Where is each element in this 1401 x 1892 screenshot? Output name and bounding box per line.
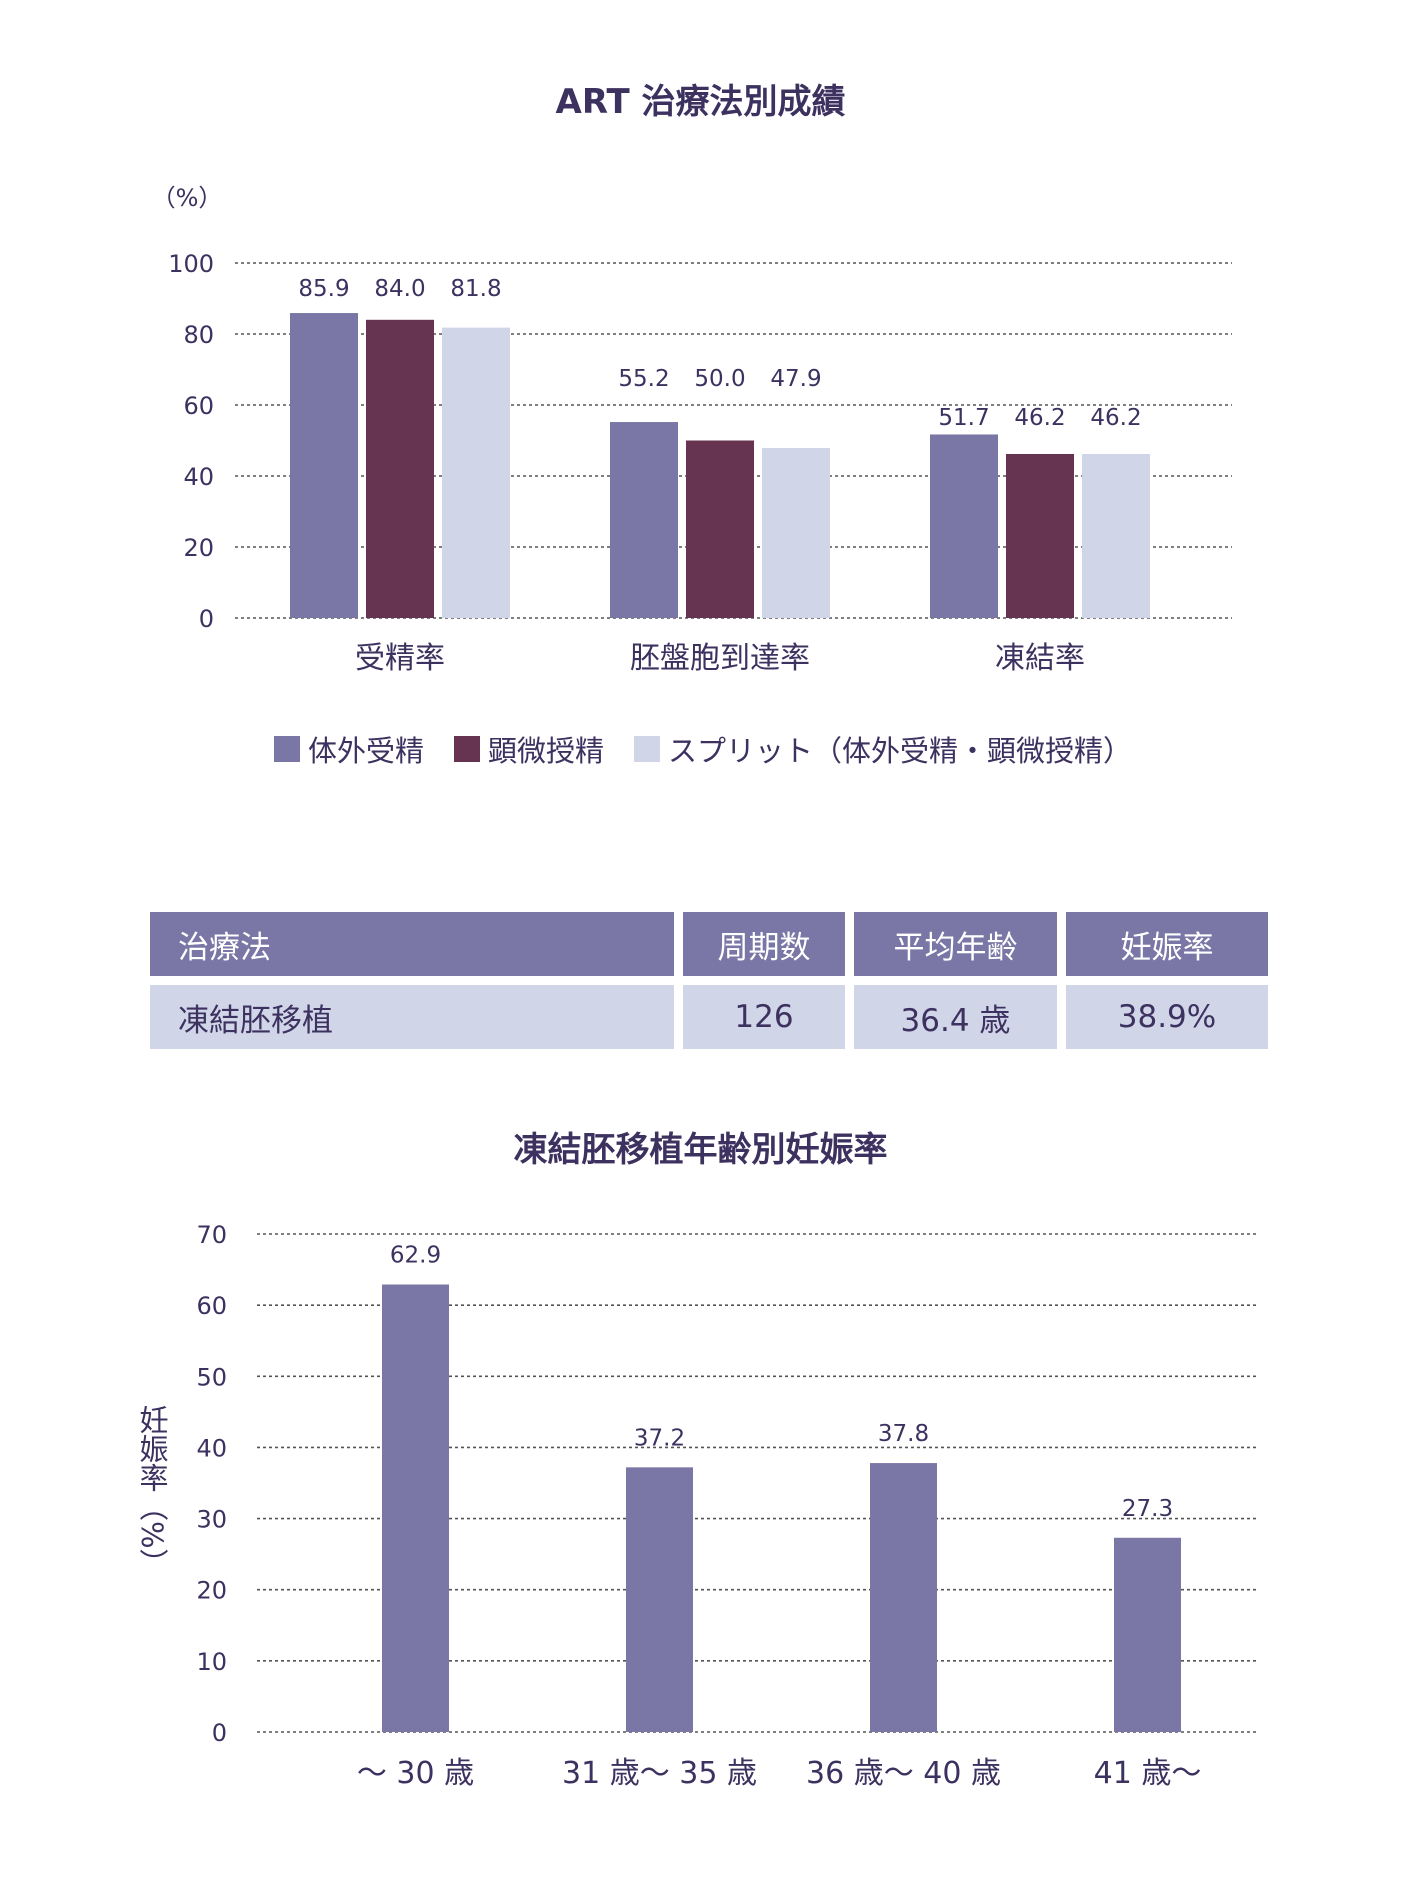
table-header-row: 治療法 周期数 平均年齢 妊娠率	[150, 912, 1268, 976]
x-category-label: ～ 30 歳	[357, 1756, 474, 1791]
table-cell: 126	[683, 985, 845, 1049]
y-tick-label: 70	[196, 1221, 227, 1249]
bar	[626, 1467, 693, 1732]
bar	[382, 1284, 449, 1732]
legend-swatch	[634, 736, 661, 762]
bar	[610, 422, 678, 618]
legend-item-split: スプリット（体外受精・顕微授精）	[634, 728, 1132, 770]
y-tick-label: 80	[183, 321, 214, 349]
x-category-label: 胚盤胞到達率	[630, 641, 810, 676]
y-tick-label: 50	[196, 1363, 227, 1391]
table-cell: 36.4 歳	[854, 985, 1057, 1049]
bar	[1114, 1537, 1181, 1732]
y-tick-label: 10	[196, 1648, 227, 1676]
table-cell: 凍結胚移植	[150, 985, 674, 1049]
chart1-title: ART 治療法別成績	[555, 82, 846, 122]
data-label: 84.0	[374, 276, 425, 302]
data-label: 27.3	[1122, 1496, 1173, 1522]
header-cell: 平均年齢	[854, 912, 1057, 976]
summary-table: 治療法 周期数 平均年齢 妊娠率 凍結胚移植 126 36.4 歳 38.9%	[141, 903, 1277, 1058]
data-label: 46.2	[1090, 405, 1141, 431]
x-category-label: 凍結率	[995, 641, 1085, 676]
y-tick-label: 40	[183, 463, 214, 491]
x-category-label: 36 歳～ 40 歳	[806, 1756, 1001, 1791]
bar	[366, 319, 434, 618]
header-cell: 周期数	[683, 912, 845, 976]
data-label: 46.2	[1014, 405, 1065, 431]
y-axis-unit-label: （%）	[152, 184, 223, 212]
y-tick-label: 60	[183, 392, 214, 420]
y-tick-label: 0	[212, 1719, 227, 1747]
data-label: 50.0	[694, 366, 745, 392]
legend-item-icsi: 顕微授精	[454, 728, 604, 770]
chart1-legend: 体外受精 顕微授精 スプリット（体外受精・顕微授精）	[274, 728, 1162, 770]
bar	[930, 434, 998, 618]
y-tick-label: 0	[199, 605, 214, 633]
legend-item-ivf: 体外受精	[274, 728, 424, 770]
table-row: 凍結胚移植 126 36.4 歳 38.9%	[150, 985, 1268, 1049]
bar	[290, 313, 358, 618]
y-tick-label: 60	[196, 1292, 227, 1320]
bar	[1082, 453, 1150, 618]
bar	[870, 1463, 937, 1732]
legend-label: スプリット（体外受精・顕微授精）	[668, 734, 1133, 768]
data-label: 37.8	[878, 1421, 929, 1447]
legend-swatch	[274, 736, 300, 762]
legend-swatch	[454, 736, 481, 762]
data-label: 85.9	[298, 276, 349, 302]
table-cell: 38.9%	[1066, 985, 1268, 1049]
bar	[686, 440, 754, 618]
y-tick-label: 40	[196, 1434, 227, 1462]
y-tick-label: 20	[196, 1577, 227, 1605]
bar	[442, 327, 510, 618]
x-category-label: 31 歳～ 35 歳	[562, 1756, 757, 1791]
x-category-label: 受精率	[355, 641, 445, 676]
data-label: 51.7	[938, 405, 989, 431]
header-cell: 妊娠率	[1066, 912, 1268, 976]
bar	[762, 447, 830, 618]
data-label: 37.2	[634, 1425, 685, 1451]
legend-label: 体外受精	[308, 734, 425, 768]
y-tick-label: 100	[168, 250, 214, 278]
y-tick-label: 20	[183, 534, 214, 562]
y-tick-label: 30	[196, 1506, 227, 1534]
data-label: 62.9	[390, 1243, 441, 1269]
data-label: 55.2	[618, 366, 669, 392]
chart1-plot: 0 20 40 60 80 100 85.9 84.0 81.8 受精率 55.2 50.0 47.9 胚…	[152, 184, 1232, 676]
x-category-label: 41 歳～	[1094, 1756, 1202, 1791]
data-label: 47.9	[770, 366, 821, 392]
legend-label: 顕微授精	[488, 734, 605, 768]
header-cell: 治療法	[150, 912, 674, 976]
data-label: 81.8	[450, 276, 501, 302]
chart2-title: 凍結胚移植年齢別妊娠率	[513, 1130, 888, 1170]
bar	[1006, 453, 1074, 618]
chart2-y-axis-label: 妊娠率（%）	[135, 1405, 169, 1578]
